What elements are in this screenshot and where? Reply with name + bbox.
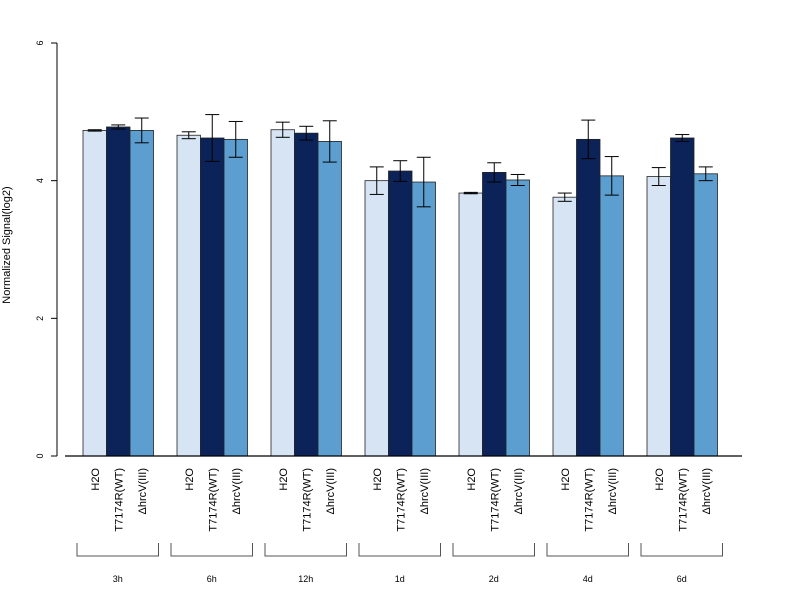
error-bars xyxy=(87,114,713,208)
bar xyxy=(294,132,319,457)
group-bracket xyxy=(76,543,159,557)
bar-series-label: H2O xyxy=(372,468,384,491)
group-bracket xyxy=(452,543,535,557)
bar-series-label: T7174R(WT) xyxy=(301,468,313,532)
bar xyxy=(176,134,201,457)
bar-series-label: ΔhrcV(III) xyxy=(231,468,243,514)
y-tick-label: 2 xyxy=(35,316,45,321)
bar xyxy=(82,130,107,457)
bar-labels: H2O T7174R(WT) ΔhrcV(III) H2O T7174R(WT) Δhrc… xyxy=(90,468,713,532)
group-bracket xyxy=(640,543,723,557)
y-tick-label: 0 xyxy=(35,453,45,458)
bar xyxy=(552,196,577,457)
bar-series-label: H2O xyxy=(184,468,196,491)
bar xyxy=(388,170,413,457)
bars xyxy=(82,126,718,457)
y-tick-label: 6 xyxy=(35,40,45,45)
bar xyxy=(693,173,718,457)
bar xyxy=(646,176,671,457)
bar xyxy=(505,179,530,457)
group-bracket xyxy=(358,543,441,557)
bar xyxy=(364,180,389,457)
bar-series-label: ΔhrcV(III) xyxy=(325,468,337,514)
bar-series-label: ΔhrcV(III) xyxy=(513,468,525,514)
bar-series-label: T7174R(WT) xyxy=(489,468,501,532)
category-label: 6h xyxy=(207,574,217,584)
bar xyxy=(670,137,695,457)
bar-series-label: T7174R(WT) xyxy=(677,468,689,532)
bar xyxy=(482,172,507,457)
bar-series-label: H2O xyxy=(90,468,102,491)
bar xyxy=(411,181,436,457)
category-label: 1d xyxy=(395,574,405,584)
bar-series-label: T7174R(WT) xyxy=(583,468,595,532)
bar xyxy=(576,138,601,457)
bar-series-label: ΔhrcV(III) xyxy=(419,468,431,514)
y-tick-label: 4 xyxy=(35,178,45,183)
bar xyxy=(200,137,225,457)
bar xyxy=(599,175,624,457)
group-bracket xyxy=(264,543,347,557)
bar-series-label: T7174R(WT) xyxy=(113,468,125,532)
bar-series-label: H2O xyxy=(466,468,478,491)
category-label: 2d xyxy=(489,574,499,584)
bar xyxy=(223,138,248,457)
bar xyxy=(129,130,154,457)
bar-series-label: ΔhrcV(III) xyxy=(607,468,619,514)
bar xyxy=(106,126,131,457)
group-bracket xyxy=(170,543,253,557)
group-bracket xyxy=(546,543,629,557)
bar-series-label: H2O xyxy=(560,468,572,491)
category-label: 3h xyxy=(113,574,123,584)
bar-series-label: H2O xyxy=(654,468,666,491)
bar xyxy=(458,192,483,457)
category-groups: 3h 6h 12h 1d 2d 4d 6d xyxy=(76,543,723,584)
category-label: 12h xyxy=(298,574,313,584)
bar xyxy=(317,141,342,457)
y-axis: 0 2 4 6 xyxy=(35,40,58,459)
bar-series-label: ΔhrcV(III) xyxy=(701,468,713,514)
category-label: 4d xyxy=(583,574,593,584)
bar-series-label: H2O xyxy=(278,468,290,491)
y-axis-label: Normalized Signal(log2) xyxy=(1,186,13,303)
bar-series-label: T7174R(WT) xyxy=(207,468,219,532)
bar-series-label: ΔhrcV(III) xyxy=(137,468,149,514)
category-label: 6d xyxy=(677,574,687,584)
bar xyxy=(270,129,295,457)
bar-series-label: T7174R(WT) xyxy=(395,468,407,532)
